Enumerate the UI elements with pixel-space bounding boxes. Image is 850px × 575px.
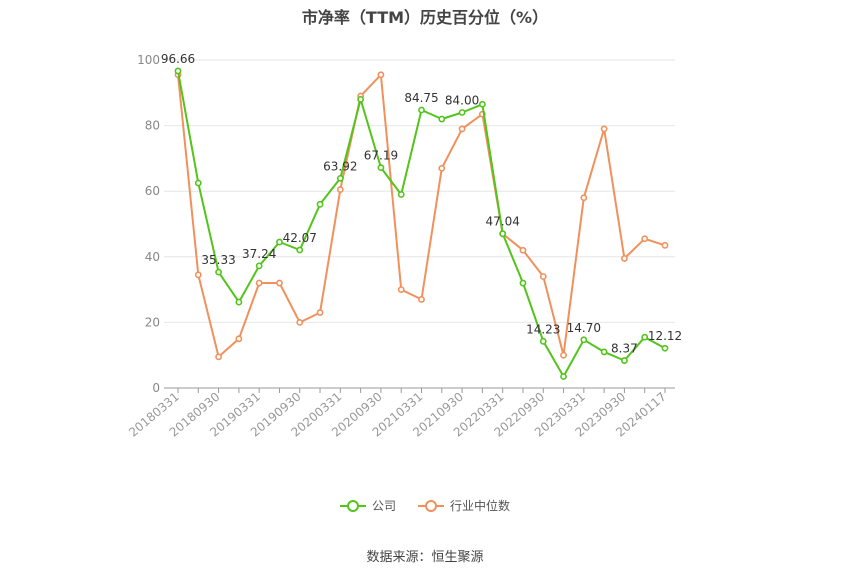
point-series-1: [336, 186, 344, 193]
point-series-0: [174, 67, 182, 75]
y-tick-label: 20: [145, 315, 160, 329]
point-series-0: [296, 246, 304, 254]
point-series-0: [336, 174, 344, 182]
point-series-0: [580, 336, 588, 344]
data-label: 67.19: [364, 149, 398, 163]
series-line-1: [177, 73, 666, 358]
point-series-0: [478, 100, 486, 108]
point-series-0: [397, 191, 405, 198]
point-series-0: [560, 373, 567, 380]
data-label: 14.23: [526, 322, 560, 336]
point-series-1: [235, 335, 243, 343]
point-series-1: [661, 241, 669, 249]
legend-label-company: 公司: [371, 499, 396, 513]
point-series-0: [276, 238, 283, 246]
legend-swatch-industry-median: [418, 499, 444, 512]
point-series-0: [255, 262, 263, 270]
point-series-1: [519, 246, 527, 254]
legend-item-company[interactable]: 公司: [339, 497, 396, 514]
data-label: 35.33: [201, 253, 235, 267]
point-series-1: [438, 164, 446, 172]
y-tick-label: 0: [152, 381, 160, 395]
data-label: 84.00: [445, 93, 479, 107]
point-series-0: [194, 179, 202, 187]
point-series-1: [621, 255, 628, 262]
point-series-0: [316, 200, 324, 208]
y-tick-label: 100: [137, 53, 160, 67]
y-tick-label: 80: [145, 119, 160, 133]
point-series-0: [499, 230, 507, 238]
data-label: 42.07: [283, 231, 317, 245]
point-series-1: [600, 125, 608, 133]
legend-swatch-company: [339, 499, 366, 512]
data-source: 数据来源：恒生聚源: [366, 550, 484, 565]
data-label: 12.12: [648, 329, 682, 343]
point-series-0: [621, 357, 628, 364]
point-series-1: [560, 351, 567, 359]
point-series-1: [397, 286, 405, 293]
point-series-0: [357, 95, 365, 103]
point-series-0: [438, 115, 446, 123]
data-label: 47.04: [485, 215, 519, 229]
point-series-0: [641, 333, 649, 341]
legend: 公司 行业中位数: [0, 497, 850, 514]
point-series-1: [316, 309, 324, 316]
data-label: 63.92: [323, 159, 357, 173]
point-series-1: [539, 273, 547, 280]
point-series-0: [215, 268, 222, 276]
point-series-1: [276, 279, 283, 287]
data-label: 8.37: [611, 342, 638, 356]
point-series-1: [255, 279, 263, 287]
data-label: 84.75: [404, 91, 438, 105]
point-series-0: [235, 298, 243, 306]
data-label: 96.66: [161, 52, 195, 66]
point-series-1: [296, 318, 304, 326]
point-series-0: [600, 348, 608, 356]
point-series-0: [661, 344, 669, 352]
point-series-1: [418, 296, 425, 303]
point-series-0: [377, 164, 385, 172]
point-series-0: [539, 337, 547, 345]
data-label: 14.70: [567, 321, 601, 335]
chart-title: 市净率（TTM）历史百分位（%）: [301, 8, 549, 27]
point-series-1: [641, 235, 649, 243]
point-series-1: [194, 271, 202, 279]
point-series-0: [418, 106, 425, 114]
point-series-1: [580, 194, 588, 202]
point-series-1: [458, 125, 466, 133]
y-tick-label: 40: [145, 250, 160, 264]
legend-label-industry-median: 行业中位数: [450, 499, 511, 513]
data-label: 37.24: [242, 247, 276, 261]
point-series-1: [377, 71, 385, 79]
legend-item-industry-median[interactable]: 行业中位数: [418, 497, 510, 514]
point-series-0: [458, 109, 466, 116]
point-series-0: [519, 279, 527, 287]
y-tick-label: 60: [145, 184, 160, 198]
point-series-1: [215, 353, 222, 361]
